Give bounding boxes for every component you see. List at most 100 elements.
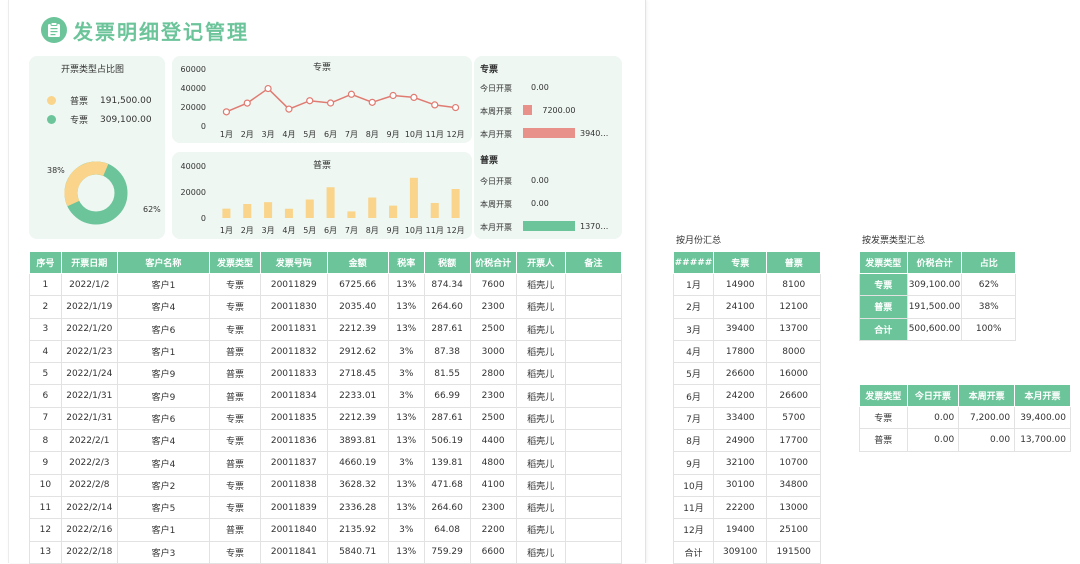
table-cell[interactable]: 2718.45 — [326, 362, 389, 386]
table-cell[interactable]: 客户6 — [116, 406, 210, 431]
table-cell[interactable]: 3% — [387, 451, 425, 475]
table-cell[interactable]: 13000 — [766, 495, 821, 520]
table-cell[interactable]: 7,200.00 — [958, 405, 1016, 430]
table-cell[interactable]: 38% — [961, 295, 1016, 319]
table-cell[interactable]: 7月 — [673, 406, 714, 431]
table-cell[interactable]: 3月 — [673, 317, 714, 341]
table-cell[interactable]: 3893.81 — [326, 429, 389, 453]
table-cell[interactable]: 稻壳儿 — [515, 518, 566, 542]
table-cell[interactable]: 专票 — [208, 540, 262, 564]
table-cell[interactable]: 10月 — [673, 473, 714, 497]
table-cell[interactable]: 2022/2/18 — [60, 540, 118, 564]
table-cell[interactable]: 19400 — [712, 518, 768, 542]
table-cell[interactable]: 2022/2/1 — [60, 429, 118, 453]
table-cell[interactable]: 66.99 — [423, 384, 471, 408]
table-cell[interactable]: 309100 — [712, 540, 768, 564]
table-cell[interactable]: 191500 — [766, 540, 821, 564]
table-cell[interactable]: 普票 — [208, 362, 262, 386]
table-cell[interactable] — [564, 339, 623, 364]
column-header[interactable]: 普票 — [766, 251, 821, 274]
table-cell[interactable]: 2300 — [469, 384, 517, 408]
table-cell[interactable]: 客户1 — [116, 272, 210, 297]
table-cell[interactable]: 471.68 — [423, 473, 471, 497]
table-cell[interactable]: 客户2 — [116, 473, 210, 497]
table-cell[interactable]: 2336.28 — [326, 495, 389, 520]
table-cell[interactable]: 20011841 — [260, 540, 328, 564]
table-cell[interactable]: 64.08 — [423, 518, 471, 542]
table-cell[interactable]: 309,100.00 — [906, 272, 963, 297]
table-cell[interactable]: 2800 — [469, 362, 517, 386]
table-cell[interactable]: 0.00 — [906, 428, 960, 452]
table-cell[interactable]: 2022/1/2 — [60, 272, 118, 297]
table-cell[interactable]: 20011829 — [260, 272, 328, 297]
table-cell[interactable]: 139.81 — [423, 451, 471, 475]
table-cell[interactable]: 稻壳儿 — [515, 406, 566, 431]
table-cell[interactable] — [564, 317, 623, 341]
table-cell[interactable]: 客户3 — [116, 540, 210, 564]
table-cell[interactable]: 普票 — [859, 428, 908, 452]
table-cell[interactable]: 0.00 — [958, 428, 1016, 452]
table-cell[interactable]: 13% — [387, 272, 425, 297]
table-cell[interactable]: 普票 — [208, 384, 262, 408]
table-cell[interactable]: 专票 — [859, 272, 908, 297]
table-cell[interactable]: 2233.01 — [326, 384, 389, 408]
table-cell[interactable]: 2 — [29, 295, 62, 319]
table-cell[interactable]: 2500 — [469, 317, 517, 341]
table-cell[interactable]: 2500 — [469, 406, 517, 431]
table-cell[interactable]: 2022/1/20 — [60, 317, 118, 341]
table-cell[interactable]: 20011834 — [260, 384, 328, 408]
table-cell[interactable]: 17800 — [712, 339, 768, 364]
table-cell[interactable]: 稻壳儿 — [515, 295, 566, 319]
table-cell[interactable]: 20011833 — [260, 362, 328, 386]
table-cell[interactable]: 6725.66 — [326, 272, 389, 297]
table-cell[interactable]: 9月 — [673, 451, 714, 475]
table-cell[interactable]: 2212.39 — [326, 317, 389, 341]
table-cell[interactable]: 20011832 — [260, 339, 328, 364]
table-cell[interactable]: 2035.40 — [326, 295, 389, 319]
table-cell[interactable]: 2022/1/23 — [60, 339, 118, 364]
table-cell[interactable]: 25100 — [766, 518, 821, 542]
table-cell[interactable]: 3000 — [469, 339, 517, 364]
table-cell[interactable]: 13700 — [766, 317, 821, 341]
table-cell[interactable]: 2022/2/3 — [60, 451, 118, 475]
table-cell[interactable]: 专票 — [208, 473, 262, 497]
table-cell[interactable]: 13% — [387, 406, 425, 431]
table-cell[interactable]: 7600 — [469, 272, 517, 297]
table-cell[interactable]: 客户9 — [116, 362, 210, 386]
table-cell[interactable]: 191,500.00 — [906, 295, 963, 319]
table-cell[interactable]: 0.00 — [906, 405, 960, 430]
table-cell[interactable] — [564, 384, 623, 408]
table-cell[interactable]: 8100 — [766, 272, 821, 297]
table-cell[interactable]: 客户5 — [116, 495, 210, 520]
table-cell[interactable]: 264.60 — [423, 295, 471, 319]
table-cell[interactable] — [564, 362, 623, 386]
table-cell[interactable]: 专票 — [208, 429, 262, 453]
table-cell[interactable]: 24100 — [712, 295, 768, 319]
table-cell[interactable]: 2月 — [673, 295, 714, 319]
table-cell[interactable]: 4800 — [469, 451, 517, 475]
table-cell[interactable]: 14900 — [712, 272, 768, 297]
table-cell[interactable]: 506.19 — [423, 429, 471, 453]
table-cell[interactable]: 3 — [29, 317, 62, 341]
table-cell[interactable]: 20011839 — [260, 495, 328, 520]
table-cell[interactable]: 8月 — [673, 429, 714, 453]
table-cell[interactable]: 普票 — [208, 451, 262, 475]
column-header[interactable]: 序号 — [29, 251, 62, 274]
table-cell[interactable]: 2135.92 — [326, 518, 389, 542]
table-cell[interactable]: 26600 — [766, 384, 821, 408]
table-cell[interactable]: 稻壳儿 — [515, 272, 566, 297]
table-cell[interactable]: 普票 — [208, 339, 262, 364]
table-cell[interactable]: 87.38 — [423, 339, 471, 364]
table-cell[interactable]: 2912.62 — [326, 339, 389, 364]
table-cell[interactable]: 10 — [29, 473, 62, 497]
table-cell[interactable]: 2022/2/16 — [60, 518, 118, 542]
table-cell[interactable]: 普票 — [859, 295, 908, 319]
table-cell[interactable]: 12100 — [766, 295, 821, 319]
table-cell[interactable]: 6 — [29, 384, 62, 408]
table-cell[interactable]: 100% — [961, 317, 1016, 341]
table-cell[interactable] — [564, 272, 623, 297]
table-cell[interactable]: 20011836 — [260, 429, 328, 453]
table-cell[interactable]: 专票 — [208, 495, 262, 520]
table-cell[interactable]: 39400 — [712, 317, 768, 341]
table-cell[interactable]: 7 — [29, 406, 62, 431]
